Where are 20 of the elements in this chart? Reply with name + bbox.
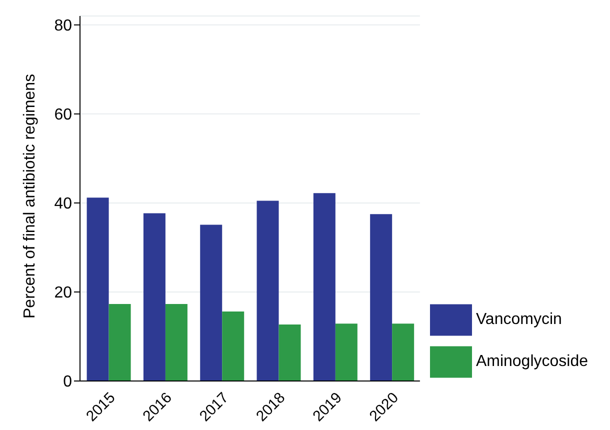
bar [222, 312, 244, 381]
bar [370, 214, 392, 381]
y-tick-label: 0 [63, 374, 72, 391]
bar [108, 304, 131, 381]
y-axis-title: Percent of final antibiotic regimens [22, 74, 39, 318]
bar [86, 198, 109, 381]
bar [392, 324, 414, 381]
bar [143, 213, 166, 381]
y-tick-label: 40 [54, 196, 72, 213]
y-tick-label: 60 [54, 106, 72, 124]
bar [256, 200, 279, 381]
y-tick-label: 80 [54, 18, 72, 35]
bar [335, 324, 358, 381]
bar [200, 224, 222, 381]
y-tick-label: 20 [54, 284, 72, 302]
bar [278, 324, 301, 381]
bar [165, 304, 188, 381]
bar [313, 193, 336, 381]
legend-label: Vancomycin [476, 311, 562, 328]
legend-label: Aminoglycoside [476, 353, 588, 370]
